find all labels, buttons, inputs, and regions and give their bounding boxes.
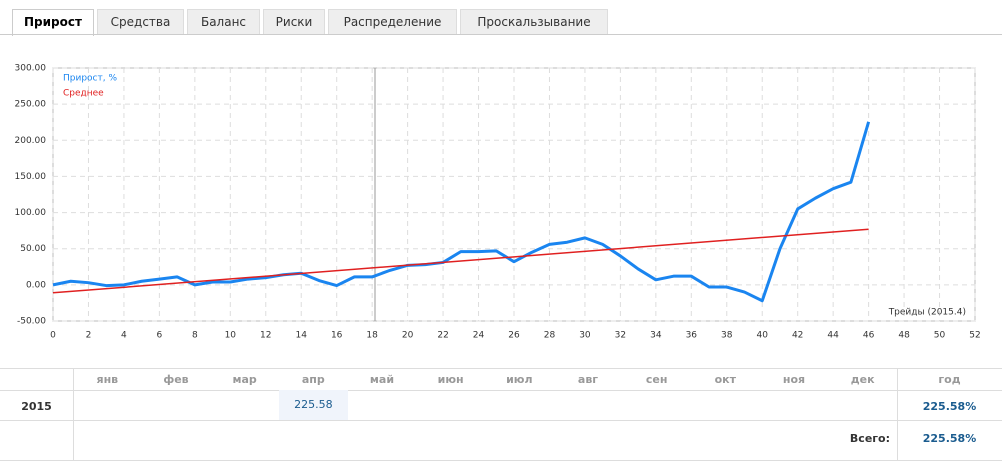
x-tick-label: 16 [331,331,343,341]
series-line [52,121,871,303]
total-label: Всего: [849,432,890,445]
month-header: окт [714,373,737,386]
x-axis-label: Трейды (2015.4) [888,308,966,318]
month-header: янв [96,373,119,386]
y-tick-label: 150.00 [15,172,47,182]
x-tick-label: 48 [898,331,910,341]
x-tick-label: 20 [402,331,414,341]
x-tick-label: 2 [86,331,92,341]
x-tick-label: 6 [157,331,163,341]
chart: -50.00 0.00 50.00 100.00 150.00 200.00 250.00 3… [15,64,981,341]
x-tick-label: 50 [934,331,946,341]
x-tick-label: 0 [50,331,56,341]
grand-total: 225.58% [922,432,977,445]
year-label: 2015 [21,400,52,413]
month-header: фев [163,373,189,386]
month-header: ноя [782,373,806,386]
tab-line [0,34,1002,35]
series-line [52,228,869,294]
x-tick-label: 46 [863,331,875,341]
month-header: дек [850,373,875,386]
tab[interactable]: Распределение [328,9,457,34]
x-tick-label: 4 [121,331,127,341]
x-tick-label: 28 [544,331,556,341]
legend-entry: Среднее [63,89,104,99]
x-tick-label: 32 [615,331,626,341]
month-header: июн [437,373,464,386]
x-tick-label: 24 [473,331,485,341]
row-line [0,368,1002,369]
legend-entry: Прирост, % [63,74,117,84]
x-tick-label: 40 [757,331,769,341]
month-header: сен [645,373,668,386]
y-tick-label: -50.00 [17,317,46,327]
x-tick-label: 18 [366,331,378,341]
col-line [897,368,898,460]
month-header: апр [301,373,325,386]
y-tick-label: 200.00 [15,136,47,146]
month-header: май [369,373,395,386]
y-tick-label: 100.00 [15,208,47,218]
x-tick-label: 36 [686,331,698,341]
row-line [0,420,1002,421]
row-line [0,390,1002,391]
year-header: год [938,373,961,386]
y-tick-label: 250.00 [15,100,47,110]
tab[interactable]: Риски [263,9,325,34]
y-tick-label: 0.00 [26,280,46,290]
x-tick-label: 42 [792,331,803,341]
x-tick-label: 34 [650,331,662,341]
row-line [0,460,1002,461]
month-header: мар [232,373,257,386]
y-tick-label: 50.00 [20,244,46,254]
month-value: 225.58 [279,390,348,420]
x-tick-label: 22 [437,331,448,341]
year-total: 225.58% [922,400,977,413]
x-tick-label: 44 [827,331,839,341]
x-tick-label: 52 [969,331,980,341]
tab[interactable]: Прирост [12,9,94,36]
x-tick-label: 14 [296,331,308,341]
month-header: июл [506,373,533,386]
tab[interactable]: Баланс [187,9,260,34]
x-tick-label: 12 [260,331,271,341]
y-tick-label: 300.00 [15,64,47,74]
col-line [73,368,74,460]
month-header: авг [577,373,599,386]
x-tick-label: 26 [508,331,520,341]
tab[interactable]: Средства [97,9,184,34]
x-tick-label: 8 [192,331,198,341]
x-tick-label: 38 [721,331,733,341]
x-tick-label: 30 [579,331,591,341]
x-tick-label: 10 [225,331,237,341]
tab[interactable]: Проскальзывание [460,9,608,34]
